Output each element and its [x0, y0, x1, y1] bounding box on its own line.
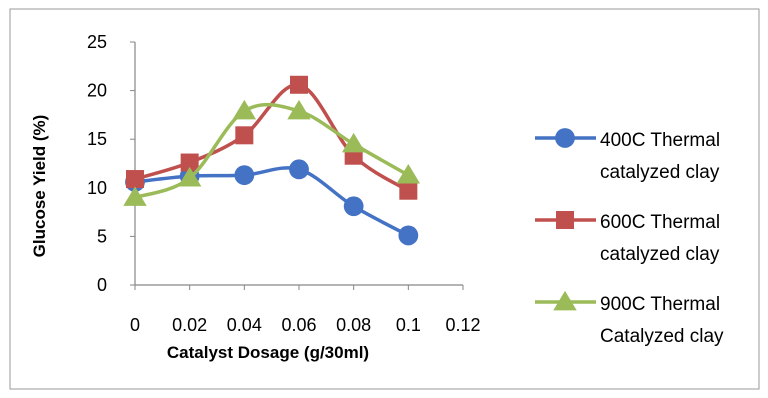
y-tick-label: 10	[87, 178, 107, 198]
data-point-marker	[232, 99, 257, 120]
data-point-marker	[126, 170, 144, 189]
x-tick-label: 0.08	[336, 315, 371, 335]
data-point-marker	[398, 225, 419, 246]
data-point-marker	[287, 99, 311, 120]
data-point-marker	[180, 153, 199, 172]
x-tick-label: 0	[130, 315, 140, 335]
data-point-marker	[399, 181, 418, 200]
x-tick-label: 0.02	[172, 315, 207, 335]
x-tick-label: 0.1	[396, 315, 421, 335]
series-3	[123, 99, 421, 206]
y-axis-ticks: 0 5 10 15 20 25	[87, 32, 135, 295]
data-point-marker	[234, 165, 255, 186]
data-point-marker	[123, 186, 147, 206]
x-tick-label: 0.04	[227, 315, 262, 335]
data-point-marker	[290, 75, 308, 94]
legend-marker	[553, 290, 577, 311]
data-point-marker	[289, 159, 309, 180]
y-tick-label: 0	[97, 275, 107, 295]
y-tick-label: 20	[87, 81, 107, 101]
legend-marker	[556, 211, 574, 229]
legend-label: catalyzed clay	[600, 162, 720, 183]
data-point-marker	[235, 126, 254, 145]
legend-marker	[555, 128, 575, 148]
data-point-marker	[177, 166, 202, 187]
legend-label: catalyzed clay	[600, 244, 720, 265]
legend-label: Catalyzed clay	[600, 326, 724, 347]
y-tick-label: 5	[97, 226, 107, 246]
x-axis-title: Catalyst Dosage (g/30ml)	[167, 343, 369, 362]
series-layer	[123, 75, 421, 246]
legend-label: 400C Thermal	[600, 130, 720, 151]
legend-label: 600C Thermal	[600, 212, 720, 233]
data-point-marker	[396, 164, 421, 184]
x-tick-label: 0.12	[445, 315, 480, 335]
legend: 400C Thermal catalyzed clay 600C Thermal ca…	[535, 128, 724, 347]
y-axis-title: Glucose Yield (%)	[30, 115, 49, 258]
data-point-marker	[343, 196, 364, 217]
legend-label: 900C Thermal	[600, 294, 720, 315]
y-tick-label: 25	[87, 32, 107, 52]
x-axis-ticks: 0 0.02 0.04 0.06 0.08 0.1 0.12	[130, 285, 481, 335]
legend-item-1: 400C Thermal catalyzed clay	[535, 128, 720, 183]
y-tick-label: 15	[87, 129, 107, 149]
data-point-marker	[341, 132, 366, 153]
legend-item-2: 600C Thermal catalyzed clay	[535, 211, 720, 265]
legend-item-3: 900C Thermal Catalyzed clay	[535, 290, 724, 347]
x-tick-label: 0.06	[281, 315, 316, 335]
